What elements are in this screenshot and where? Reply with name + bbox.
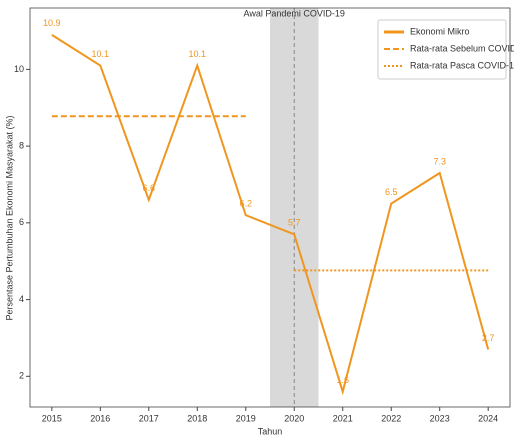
x-tick-label: 2018: [187, 413, 207, 423]
data-label: 7.3: [433, 156, 446, 166]
y-tick-label: 6: [19, 217, 24, 227]
x-tick-label: 2024: [478, 413, 498, 423]
y-axis-label: Persentase Pertumbuhan Ekonomi Masyaraka…: [4, 115, 14, 320]
data-label: 6.6: [143, 183, 156, 193]
data-label: 10.1: [189, 49, 207, 59]
legend-label: Rata-rata Sebelum COVID-19: [410, 43, 514, 53]
legend-label: Ekonomi Mikro: [410, 26, 470, 36]
y-tick-label: 10: [14, 64, 24, 74]
plot-frame: [29, 7, 511, 408]
legend-label: Rata-rata Pasca COVID-19: [410, 60, 514, 70]
data-label: 10.9: [43, 18, 61, 28]
x-tick-label: 2020: [284, 413, 304, 423]
data-label: 2.7: [482, 333, 495, 343]
x-tick-label: 2021: [333, 413, 353, 423]
pandemic-label: Awal Pandemi COVID-19: [244, 8, 345, 18]
x-tick-label: 2019: [236, 413, 256, 423]
x-tick-label: 2015: [42, 413, 62, 423]
x-axis-label: Tahun: [258, 426, 283, 436]
x-tick-label: 2016: [90, 413, 110, 423]
data-label: 1.6: [336, 375, 349, 385]
series-line: [51, 34, 490, 396]
data-label: 10.1: [92, 49, 110, 59]
y-tick-label: 8: [19, 140, 24, 150]
data-label: 5.7: [288, 218, 301, 228]
legend-box: [377, 19, 507, 80]
data-label: 6.5: [385, 187, 398, 197]
x-tick-label: 2023: [430, 413, 450, 423]
x-tick-label: 2017: [139, 413, 159, 423]
y-tick-label: 2: [19, 371, 24, 381]
y-tick-label: 4: [19, 294, 24, 304]
data-label: 6.2: [239, 199, 252, 209]
x-tick-label: 2022: [381, 413, 401, 423]
